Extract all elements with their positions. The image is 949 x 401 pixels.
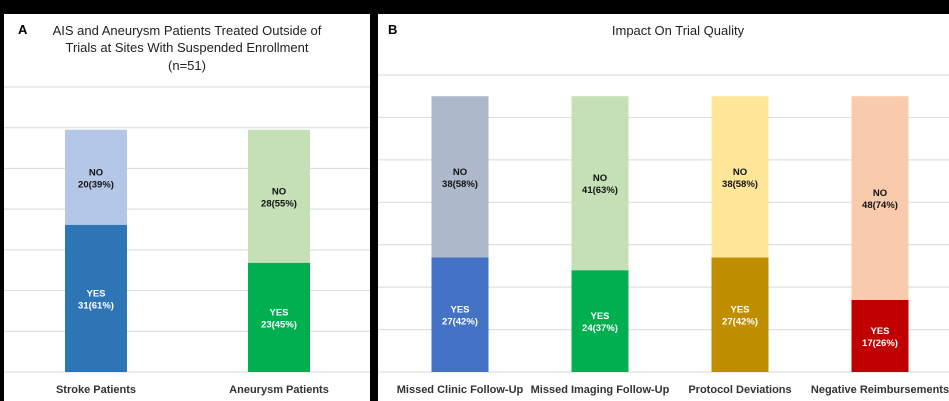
bar-no-1 [248,129,310,263]
data-label-value: 28(55%) [261,198,297,209]
data-label-series: NO [873,188,887,199]
chart-title-line: Impact On Trial Quality [612,23,745,38]
category-label: Aneurysm Patients [229,384,329,396]
data-label-series: YES [269,307,288,318]
bar-no-1 [571,96,629,271]
data-label-series: YES [86,288,105,299]
bar-no-0 [65,129,127,225]
bar-yes-1 [571,270,629,372]
category-label: Protocol Deviations [688,384,791,396]
category-label: Missed Clinic Follow-Up [397,384,524,396]
category-label: Negative Reimbursements [811,384,949,396]
data-label-value: 31(61%) [78,300,114,311]
data-label-series: YES [450,305,469,316]
data-label-value: 38(58%) [722,179,758,190]
bar-yes-1 [248,262,310,372]
data-label-series: YES [590,311,609,322]
category-label: Stroke Patients [56,384,136,396]
data-label-value: 48(74%) [862,200,898,211]
bar-yes-3 [851,299,909,372]
data-label-value: 20(39%) [78,179,114,190]
bar-yes-0 [65,224,127,372]
chart-a-svg: A AIS and Aneurysm Patients Treated Outsi… [4,22,370,396]
chart-title-line: Trials at Sites With Suspended Enrollmen… [65,40,308,55]
bar-no-3 [851,96,909,300]
data-label-value: 38(58%) [442,179,478,190]
bar-no-2 [711,96,769,258]
chart-panel-b: B Impact On Trial Quality YES 27(42%) NO 38(5… [378,14,949,401]
category-label: Missed Imaging Follow-Up [531,384,670,396]
bar-yes-2 [711,257,769,372]
data-label-value: 23(45%) [261,319,297,330]
chart-title-line: AIS and Aneurysm Patients Treated Outsid… [53,23,322,38]
chart-panel-a: A AIS and Aneurysm Patients Treated Outsi… [4,14,370,401]
data-label-series: NO [89,167,103,178]
data-label-series: NO [272,186,286,197]
data-label-value: 27(42%) [442,317,478,328]
panel-letter-b: B [388,22,397,37]
data-label-series: NO [453,167,467,178]
data-label-series: YES [730,305,749,316]
data-label-value: 27(42%) [722,317,758,328]
data-label-value: 41(63%) [582,185,618,196]
chart-title-line: (n=51) [168,58,206,73]
panel-letter-a: A [18,22,28,37]
data-label-series: YES [870,326,889,337]
chart-b-svg: B Impact On Trial QualityYES27(42%)NO38(5… [378,22,949,396]
data-label-series: NO [593,173,607,184]
bar-yes-0 [431,257,489,372]
data-label-series: NO [733,167,747,178]
data-label-value: 17(26%) [862,338,898,349]
bar-no-0 [431,96,489,258]
data-label-value: 24(37%) [582,323,618,334]
